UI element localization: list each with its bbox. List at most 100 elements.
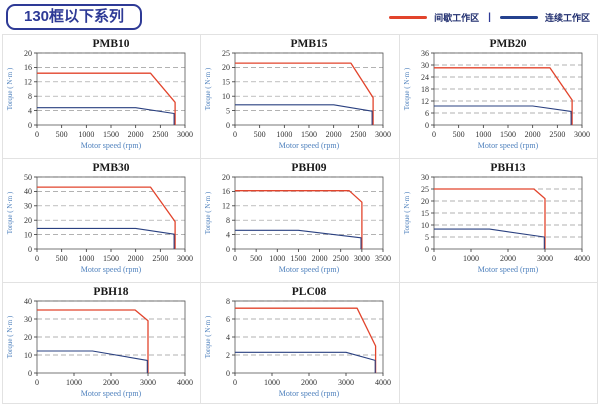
x-tick-label: 2500: [152, 254, 168, 263]
x-tick-label: 2000: [524, 130, 540, 139]
x-tick-label: 1000: [277, 130, 293, 139]
y-tick-label: 20: [24, 333, 32, 342]
y-tick-label: 4: [226, 333, 230, 342]
x-tick-label: 2000: [128, 254, 144, 263]
y-tick-label: 20: [24, 216, 32, 225]
plot-border: [234, 52, 384, 126]
series-line-continuous: [235, 229, 362, 249]
x-tick-label: 1500: [103, 254, 119, 263]
x-axis-label: Motor speed (rpm): [477, 265, 538, 274]
x-tick-label: 3000: [140, 378, 156, 387]
y-tick-label: 25: [222, 49, 230, 58]
y-tick-label: 24: [421, 73, 429, 82]
y-tick-label: 4: [226, 230, 230, 239]
y-tick-label: 50: [24, 173, 32, 182]
x-tick-label: 3000: [574, 130, 590, 139]
y-tick-label: 12: [421, 97, 429, 106]
chart-title: PBH18: [93, 286, 128, 298]
x-tick-label: 3000: [177, 130, 193, 139]
y-tick-label: 8: [226, 216, 230, 225]
y-tick-label: 10: [24, 230, 32, 239]
series-line-intermittent: [433, 67, 573, 125]
chart-PMB20: PMB20 0 6 12 18 24 30 36 0 500 1000 1500 2000 2500 300…: [403, 38, 590, 150]
chart-cell-PMB15: PMB15 0 5 10 15 20 25 0 500 1000 1500 2000 2500 3000 M…: [201, 35, 400, 159]
continuous-line-swatch: [499, 15, 538, 19]
x-tick-label: 0: [233, 130, 237, 139]
x-tick-label: 500: [250, 254, 262, 263]
y-tick-label: 6: [226, 315, 230, 324]
x-tick-label: 1500: [103, 130, 119, 139]
charts-grid: PMB10 0 4 8 12 16 20 0 500 1000 1500 2000 2500 3000 Mo…: [2, 34, 598, 404]
x-axis-label: Motor speed (rpm): [279, 141, 340, 150]
x-axis-label: Motor speed (rpm): [279, 265, 340, 274]
series-line-intermittent: [37, 186, 176, 249]
series-line-continuous: [433, 105, 572, 125]
y-axis-label: Torque ( N·m ): [204, 191, 212, 234]
empty-cell: [399, 283, 598, 404]
y-tick-label: 20: [222, 173, 230, 182]
series-line-continuous: [37, 107, 175, 125]
legend-label-intermittent: 间歇工作区: [434, 12, 480, 23]
y-tick-label: 0: [28, 369, 32, 378]
series-line-intermittent: [235, 307, 377, 373]
y-tick-label: 40: [24, 187, 32, 196]
x-tick-label: 1000: [264, 378, 280, 387]
y-axis-label: Torque ( N·m ): [403, 67, 411, 110]
intermittent-line-swatch: [389, 15, 428, 19]
y-tick-label: 30: [421, 173, 429, 182]
y-tick-label: 2: [226, 351, 230, 360]
series-line-intermittent: [37, 309, 149, 373]
x-tick-label: 2000: [103, 378, 119, 387]
chart-title: PMB20: [489, 38, 526, 50]
x-tick-label: 0: [35, 378, 39, 387]
x-tick-label: 2500: [333, 254, 349, 263]
x-tick-label: 1500: [291, 254, 307, 263]
x-tick-label: 500: [56, 130, 68, 139]
x-tick-label: 3500: [375, 254, 391, 263]
x-tick-label: 1500: [301, 130, 317, 139]
x-tick-label: 1000: [66, 378, 82, 387]
y-axis-label: Torque ( N·m ): [403, 191, 411, 234]
x-tick-label: 2000: [301, 378, 317, 387]
plot-border: [36, 52, 186, 126]
chart-PMB10: PMB10 0 4 8 12 16 20 0 500 1000 1500 2000 2500 3000 Mo…: [6, 38, 193, 150]
chart-cell-PMB20: PMB20 0 6 12 18 24 30 36 0 500 1000 1500 2000 2500 300…: [399, 35, 598, 159]
chart-PBH13: PBH13 0 5 10 15 20 25 30 0 1000 2000 3000 4000 Motor …: [403, 162, 590, 274]
y-tick-label: 10: [24, 351, 32, 360]
x-tick-label: 2000: [312, 254, 328, 263]
legend-label-continuous: 连续工作区: [544, 12, 590, 23]
chart-title: PMB15: [291, 38, 328, 50]
x-axis-label: Motor speed (rpm): [81, 389, 142, 398]
y-tick-label: 20: [24, 49, 32, 58]
y-tick-label: 16: [24, 63, 32, 72]
y-tick-label: 15: [222, 78, 230, 87]
x-tick-label: 3000: [375, 130, 391, 139]
legend-item-intermittent: 间歇工作区: [389, 11, 479, 24]
y-axis-label: Torque ( N·m ): [6, 191, 14, 234]
x-tick-label: 2500: [549, 130, 565, 139]
y-tick-label: 25: [421, 185, 429, 194]
x-tick-label: 1000: [270, 254, 286, 263]
x-axis-label: Motor speed (rpm): [279, 389, 340, 398]
series-line-intermittent: [235, 62, 375, 125]
series-title-badge: 130框以下系列: [6, 4, 143, 30]
x-tick-label: 0: [35, 130, 39, 139]
y-axis-label: Torque ( N·m ): [6, 315, 14, 358]
x-tick-label: 2000: [500, 254, 516, 263]
x-tick-label: 0: [432, 254, 436, 263]
x-tick-label: 2500: [351, 130, 367, 139]
x-tick-label: 500: [56, 254, 68, 263]
x-tick-label: 0: [432, 130, 436, 139]
x-tick-label: 0: [233, 254, 237, 263]
legend: 间歇工作区 | 连续工作区: [389, 11, 590, 24]
y-tick-label: 0: [28, 121, 32, 130]
chart-PMB15: PMB15 0 5 10 15 20 25 0 500 1000 1500 2000 2500 3000 M…: [204, 38, 391, 150]
x-tick-label: 1000: [475, 130, 491, 139]
series-line-intermittent: [433, 188, 546, 249]
y-tick-label: 4: [28, 106, 32, 115]
chart-title: PMB10: [92, 38, 129, 50]
chart-cell-PMB30: PMB30 0 10 20 30 40 50 0 500 1000 1500 2000 2500 3000…: [3, 159, 202, 283]
y-tick-label: 0: [226, 369, 230, 378]
